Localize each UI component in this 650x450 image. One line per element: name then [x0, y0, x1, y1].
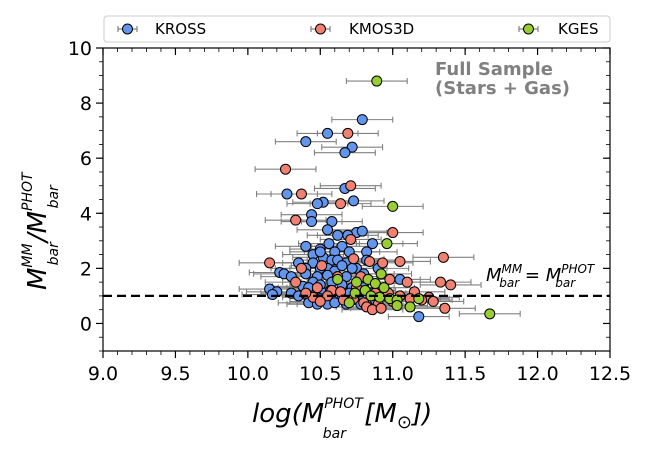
- point-kmos3d: [290, 214, 302, 226]
- point-kmos3d: [437, 251, 449, 263]
- point-kross: [314, 246, 326, 258]
- point-kmos3d: [348, 253, 360, 265]
- x-tick-label: 11.0: [372, 363, 414, 385]
- point-kges: [375, 268, 387, 280]
- point-kges: [374, 291, 386, 303]
- point-kmos3d: [335, 198, 347, 210]
- x-tick-label: 10.5: [299, 363, 341, 385]
- point-kmos3d: [314, 295, 326, 307]
- legend-label-kmos3d: KMOS3D: [349, 20, 414, 38]
- point-kges: [378, 282, 390, 294]
- point-kges: [484, 308, 496, 320]
- x-tick-label: 10.0: [227, 363, 269, 385]
- legend-box: [103, 15, 611, 43]
- point-kmos3d: [295, 262, 307, 274]
- x-tick-label: 9.5: [160, 363, 190, 385]
- legend-marker-kges: [523, 23, 534, 35]
- point-kmos3d: [439, 302, 451, 314]
- point-kross: [266, 289, 278, 301]
- legend-marker-kmos3d: [315, 23, 326, 35]
- x-tick-label: 12.5: [589, 363, 631, 385]
- point-kross: [306, 216, 318, 228]
- point-kges: [381, 238, 393, 250]
- point-kross: [348, 195, 360, 207]
- point-kmos3d: [295, 188, 307, 200]
- legend-label-kges: KGES: [558, 20, 598, 38]
- point-kross: [356, 225, 368, 237]
- legend-entry-kmos3d: KMOS3D: [310, 20, 414, 38]
- point-kmos3d: [345, 180, 357, 192]
- point-kges: [404, 301, 416, 313]
- point-kges: [351, 276, 362, 288]
- point-kross: [323, 238, 335, 250]
- reference-line-label: MMM bar = MPHOT bar: [486, 262, 596, 290]
- point-kross: [346, 141, 358, 153]
- point-kross: [339, 147, 351, 159]
- point-kross: [336, 240, 348, 252]
- point-kmos3d: [264, 257, 276, 269]
- legend-label-kross: KROSS: [155, 20, 206, 38]
- point-kmos3d: [387, 227, 399, 239]
- x-tick-label: 9.0: [88, 363, 118, 385]
- point-kges: [332, 273, 344, 285]
- point-kmos3d: [445, 279, 457, 291]
- point-kross: [413, 311, 425, 323]
- y-tick-label: 10: [68, 38, 92, 60]
- point-kmos3d: [427, 295, 439, 307]
- point-kmos3d: [377, 257, 389, 269]
- point-kmos3d: [316, 260, 328, 272]
- legend-entry-kross: KROSS: [117, 20, 206, 38]
- point-kmos3d: [435, 276, 447, 288]
- point-kross: [300, 240, 312, 252]
- point-kmos3d: [364, 255, 376, 267]
- y-tick-label: 6: [80, 148, 92, 170]
- axis-ticks: 9.0 9.5 10.0 10.5 11.0 11.5 12.0 12.5 0 2 4 6 8 10: [68, 38, 631, 385]
- legend: KROSS KMOS3D KGES: [103, 15, 611, 43]
- point-kges: [391, 300, 403, 312]
- point-kross: [311, 198, 323, 210]
- point-kross: [332, 229, 344, 241]
- y-tick-label: 0: [80, 313, 92, 335]
- point-kmos3d: [311, 282, 323, 294]
- point-kross: [366, 238, 378, 250]
- point-kross: [281, 188, 293, 200]
- point-kross: [336, 260, 348, 272]
- x-axis-label: log(MPHOT bar [M⊙]): [252, 396, 432, 442]
- legend-marker-kross: [122, 23, 133, 35]
- point-kmos3d: [280, 163, 292, 175]
- x-tick-label: 12.0: [516, 363, 558, 385]
- point-kross: [300, 136, 312, 148]
- annotation-line-1: Full Sample: [435, 59, 553, 80]
- y-axis-label: MMM bar/MPHOT bar: [20, 171, 62, 290]
- point-kmos3d: [342, 127, 354, 139]
- annotation-line-2: (Stars + Gas): [435, 78, 570, 99]
- point-kges: [371, 75, 383, 87]
- point-kross: [322, 127, 334, 139]
- y-tick-label: 8: [80, 93, 92, 115]
- point-kmos3d: [345, 233, 357, 245]
- point-kmos3d: [290, 276, 302, 288]
- point-kmos3d: [401, 276, 413, 288]
- y-tick-label: 2: [80, 258, 92, 280]
- point-kmos3d: [375, 302, 387, 314]
- point-kmos3d: [384, 273, 396, 285]
- point-kges: [343, 297, 355, 309]
- y-tick-label: 4: [80, 203, 92, 225]
- point-kross: [322, 224, 334, 236]
- x-tick-label: 11.5: [444, 363, 486, 385]
- point-kross: [356, 114, 368, 126]
- point-kges: [369, 278, 381, 290]
- point-kges: [387, 200, 399, 212]
- point-kmos3d: [394, 255, 406, 267]
- legend-entry-kges: KGES: [518, 20, 598, 38]
